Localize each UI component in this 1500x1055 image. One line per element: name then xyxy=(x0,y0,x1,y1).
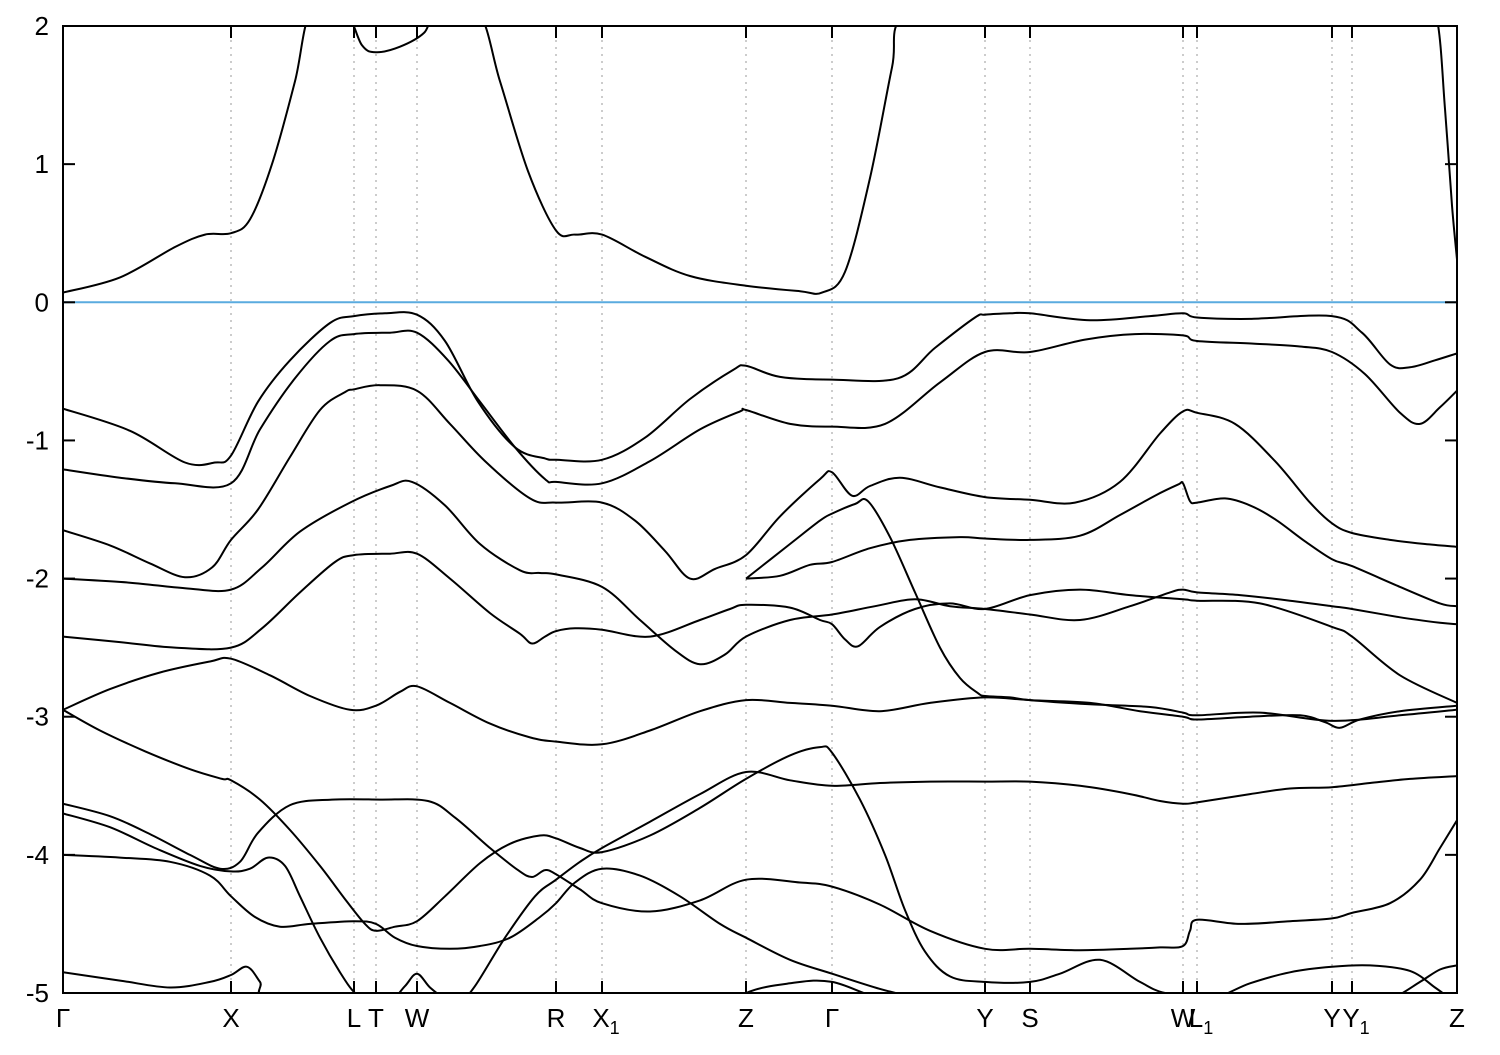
valence-band-2-line xyxy=(63,329,1457,489)
y-tick-label: -5 xyxy=(26,978,49,1008)
x-station-label: Y xyxy=(1323,1003,1340,1033)
valence-band-13-line xyxy=(745,498,1457,722)
y-tick-label: 2 xyxy=(35,11,49,41)
y-tick-labels: 2 1 0 -1 -2 -3 -4 -5 xyxy=(26,11,49,1008)
x-station-label: S xyxy=(1021,1003,1038,1033)
y-tick-label: 0 xyxy=(35,287,49,317)
valence-band-8-line xyxy=(63,770,1457,993)
x-station-labels: Γ X L T W R X1 Z Γ Y S WL1 Y Y1 Z xyxy=(56,1003,1465,1038)
x-station-label: R xyxy=(547,1003,566,1033)
x-station-label: L xyxy=(347,1003,361,1033)
valence-band-3-line xyxy=(63,384,1457,581)
axis-ticks xyxy=(62,25,1458,994)
valence-band-5-line xyxy=(63,550,1457,704)
valence-band-7-line xyxy=(63,708,1445,993)
conduction-band-line xyxy=(63,26,1457,295)
x-station-label: W xyxy=(1171,1003,1196,1033)
valence-band-11-line xyxy=(63,964,1457,993)
x-station-label: Y xyxy=(976,1003,993,1033)
valence-band-1-line xyxy=(63,311,1457,467)
y-tick-label: -1 xyxy=(26,425,49,455)
valence-band-10-line xyxy=(63,853,900,993)
x-station-label: Z xyxy=(738,1003,754,1033)
x-station-label: Z xyxy=(1449,1003,1465,1033)
y-tick-label: -3 xyxy=(26,702,49,732)
valence-band-4-line xyxy=(63,479,1457,666)
bands xyxy=(63,26,1457,993)
x-station-label: X1 xyxy=(592,1003,619,1038)
valence-band-6-line xyxy=(63,656,1457,746)
x-station-label: L1 xyxy=(1189,1003,1213,1038)
y-tick-label: -4 xyxy=(26,840,49,870)
x-station-label: Γ xyxy=(56,1003,70,1033)
y-tick-label: -2 xyxy=(26,564,49,594)
y-tick-label: 1 xyxy=(35,149,49,179)
x-station-label: Γ xyxy=(825,1003,839,1033)
plot-frame xyxy=(62,25,1458,994)
valence-band-12-line xyxy=(745,480,1457,608)
x-station-label: X xyxy=(222,1003,239,1033)
gridlines xyxy=(230,26,1353,993)
x-station-label: T xyxy=(368,1003,384,1033)
x-station-label: W xyxy=(405,1003,430,1033)
x-station-label: Y1 xyxy=(1342,1003,1369,1038)
valence-band-9-line xyxy=(63,798,1457,952)
